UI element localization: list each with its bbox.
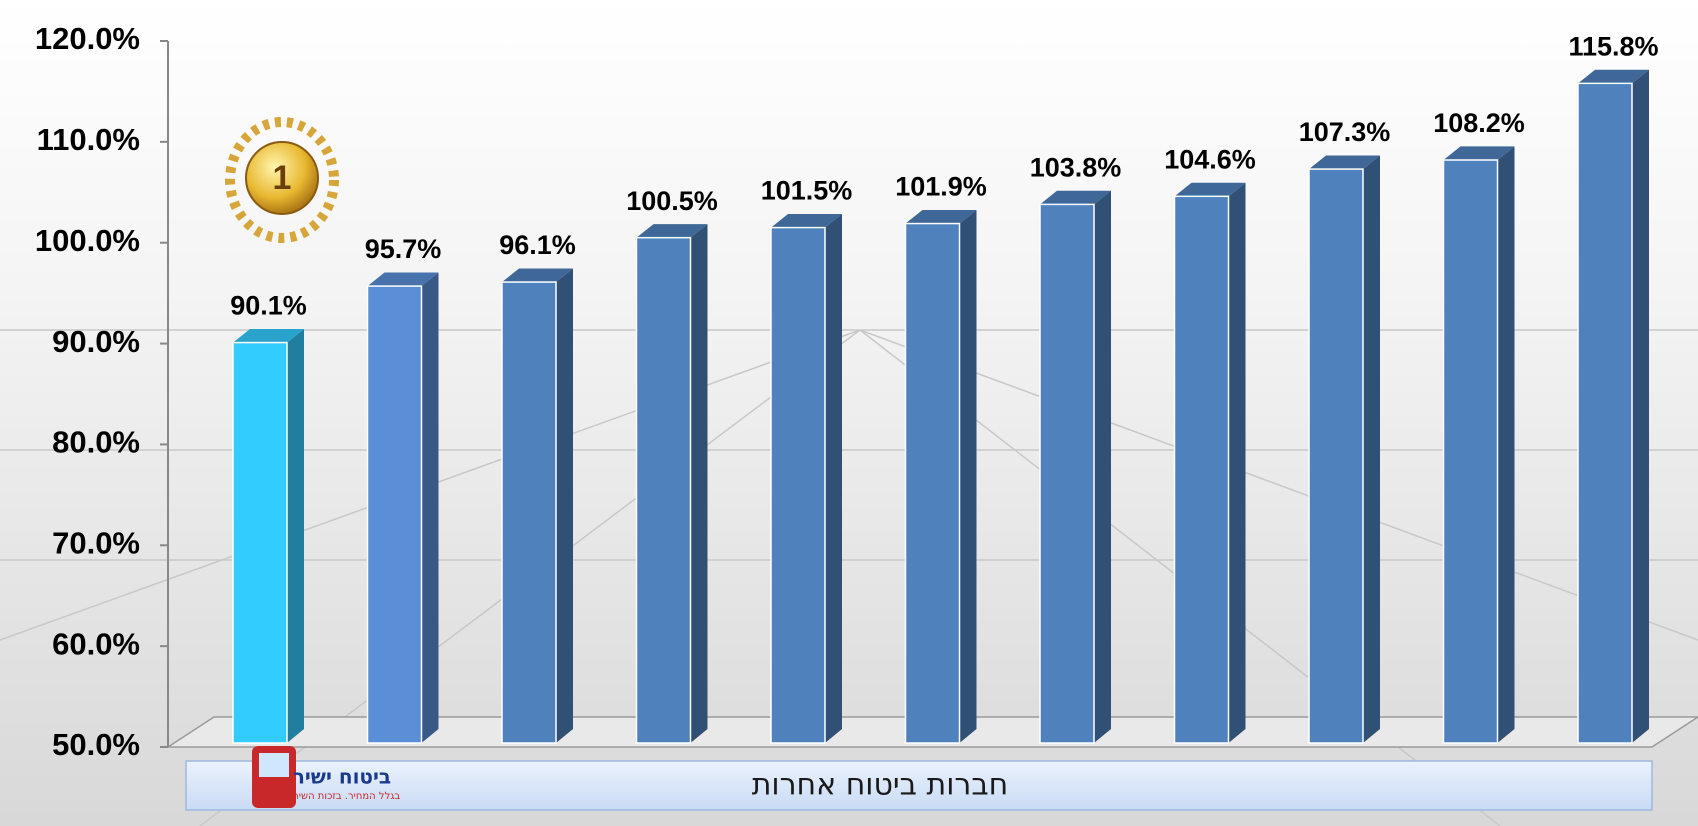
bar-top (502, 268, 573, 283)
value-label: 103.8% (1030, 153, 1122, 183)
bar-top (1309, 155, 1380, 170)
value-label: 101.9% (895, 172, 987, 202)
value-label: 107.3% (1299, 117, 1391, 147)
badge-number: 1 (273, 159, 292, 197)
value-label: 95.7% (365, 234, 442, 264)
bar-side (959, 209, 977, 744)
bar-top (1174, 182, 1246, 197)
badge-wreath (225, 117, 339, 243)
bar (1308, 168, 1364, 744)
value-label: 104.6% (1164, 144, 1256, 174)
bar-side (825, 213, 842, 743)
bar (1442, 159, 1499, 744)
logo: ביטוח ישיר בגלל המחיר. בזכות השירות (252, 746, 400, 808)
bar (904, 222, 961, 744)
bar-top (1443, 146, 1515, 161)
category-strip (185, 760, 1653, 811)
y-tick-label: 110.0% (37, 122, 140, 157)
badge-coin (245, 141, 319, 215)
logo-screen (259, 753, 289, 777)
value-label: 96.1% (499, 230, 576, 260)
bar-side (1497, 146, 1515, 743)
y-tick-label: 120.0% (35, 21, 140, 56)
y-tick-label: 90.0% (52, 324, 140, 359)
logo-tagline: בגלל המחיר. בזכות השירות (284, 791, 401, 802)
bar-side (1094, 190, 1111, 743)
bar-top (233, 328, 304, 343)
bar-side (1363, 155, 1380, 743)
bar-top (367, 272, 439, 287)
bar-top (636, 224, 708, 238)
bar (232, 341, 288, 744)
bar-top (771, 213, 842, 228)
y-tick-label: 70.0% (52, 525, 140, 560)
value-label: 90.1% (230, 291, 307, 321)
bar (635, 236, 692, 744)
logo-name: ביטוח ישיר (293, 765, 391, 789)
bar (770, 226, 826, 744)
value-label: 101.5% (761, 176, 853, 206)
badge: 1 (225, 117, 339, 243)
value-label: 100.5% (626, 186, 718, 216)
value-label: 108.2% (1433, 108, 1525, 138)
y-tick-label: 50.0% (52, 727, 140, 762)
bar (501, 281, 557, 744)
bar (1577, 82, 1633, 744)
bar (366, 285, 423, 744)
bar-side (556, 268, 573, 743)
bar-side (287, 328, 304, 743)
bar-top (1040, 190, 1111, 205)
category-strip-label: חברות ביטוח אחרות (752, 768, 1009, 803)
y-tick-label: 100.0% (35, 223, 140, 258)
bar-side (690, 224, 708, 744)
bar-side (1632, 69, 1649, 743)
bar (1039, 203, 1095, 744)
bar-top (1578, 69, 1649, 84)
y-tick-label: 60.0% (52, 626, 140, 661)
bar-side (1228, 182, 1246, 744)
bar (1173, 195, 1230, 744)
bar-side (421, 272, 439, 743)
bar-top (905, 209, 977, 224)
y-tick-label: 80.0% (52, 425, 140, 460)
value-label: 115.8% (1568, 31, 1658, 61)
